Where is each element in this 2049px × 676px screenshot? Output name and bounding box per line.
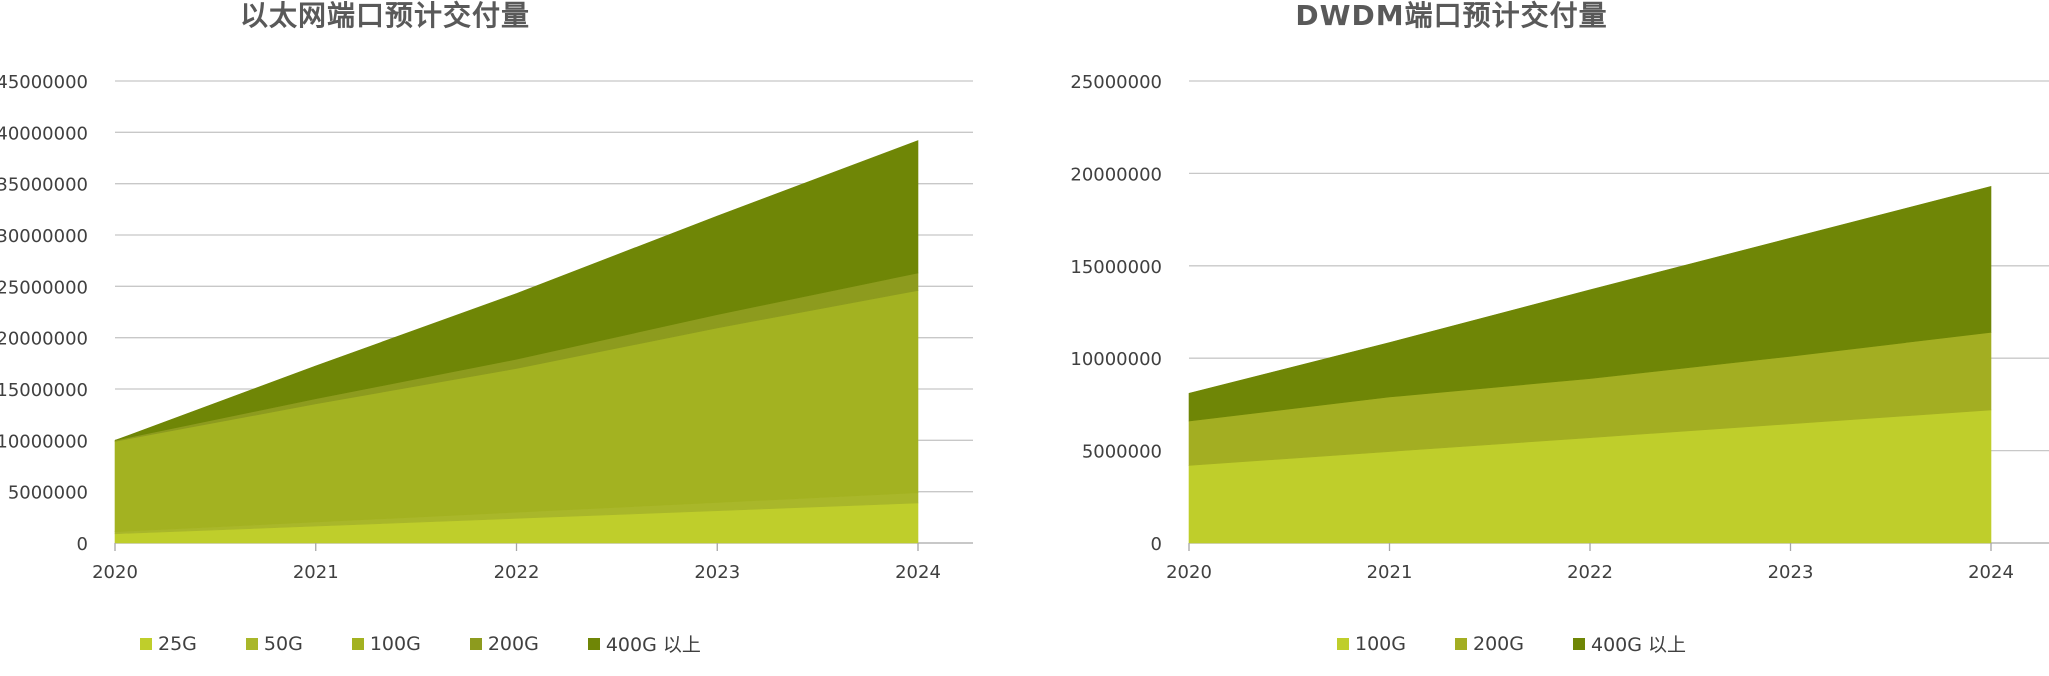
dwdm-chart-legend-swatch — [1573, 637, 1585, 650]
ethernet-chart-legend-swatch — [245, 637, 258, 650]
ethernet-chart-y-tick-label: 5000000 — [8, 483, 88, 504]
dwdm-chart-title: DWDM端口预计交付量 — [1295, 0, 1608, 32]
ethernet-chart-x-tick-label: 2022 — [494, 562, 540, 583]
dwdm-chart-x-tick-label: 2023 — [1768, 562, 1814, 583]
dwdm-chart-legend-item: 100G — [1337, 630, 1406, 657]
ethernet-chart-legend-swatch — [140, 637, 152, 650]
ethernet-chart-legend-item: 400G 以上 — [587, 630, 701, 657]
dwdm-chart-legend: 100G 200G 400G 以上 — [1337, 630, 1735, 657]
ethernet-chart-y-tick-label: 10000000 — [0, 431, 88, 452]
ethernet-chart-x-tick-label: 2020 — [92, 562, 138, 583]
dwdm-chart-x-tick-label: 2024 — [1968, 562, 2014, 583]
ethernet-chart-legend-label: 25G — [158, 632, 197, 655]
ethernet-chart-plot: 0 5000000 10000000 15000000 20000000 25000000… — [0, 72, 973, 583]
ethernet-chart-legend-label: 200G — [487, 632, 539, 655]
dwdm-chart-legend-label: 100G — [1355, 632, 1406, 655]
ethernet-chart-x-tick-label: 2023 — [694, 562, 740, 583]
ethernet-chart-legend-item: 50G — [245, 630, 303, 657]
ethernet-chart-legend-item: 200G — [469, 630, 539, 657]
ethernet-chart-title: 以太网端口预计交付量 — [239, 0, 530, 32]
dwdm-chart-x-tick-label: 2022 — [1567, 562, 1613, 583]
ethernet-chart-legend-label: 100G — [369, 632, 421, 655]
ethernet-chart-legend-swatch — [587, 637, 600, 650]
ethernet-chart-area-400G-以上 — [114, 140, 919, 441]
ethernet-chart-y-tick-label: 45000000 — [0, 72, 88, 93]
dwdm-chart-legend-item: 400G 以上 — [1573, 630, 1686, 657]
ethernet-chart-x-tick-label: 2021 — [293, 562, 339, 583]
dwdm-chart-plot: 0 5000000 10000000 15000000 20000000 25000000… — [1070, 72, 2049, 583]
ethernet-chart-y-tick-label: 15000000 — [0, 380, 88, 401]
ethernet-chart-y-tick-label: 30000000 — [0, 226, 88, 247]
ethernet-chart-y-tick-label: 20000000 — [0, 329, 88, 350]
ethernet-chart-legend-swatch — [351, 637, 364, 650]
dwdm-chart-legend-label: 400G 以上 — [1591, 634, 1687, 656]
dwdm-chart-y-tick-label: 5000000 — [1082, 442, 1162, 463]
ethernet-chart-legend-label: 400G 以上 — [605, 634, 701, 656]
ethernet-chart-x-tick-label: 2024 — [895, 562, 941, 583]
ethernet-chart-legend-swatch — [469, 637, 482, 650]
ethernet-chart-y-tick-label: 40000000 — [0, 123, 88, 144]
dwdm-chart-legend-swatch — [1455, 637, 1467, 650]
dwdm-chart-y-tick-label: 25000000 — [1070, 72, 1162, 93]
ethernet-chart-y-tick-label: 35000000 — [0, 175, 88, 196]
dwdm-chart-legend-label: 200G — [1473, 632, 1524, 655]
dwdm-chart-area-400G-以上 — [1188, 185, 1992, 422]
ethernet-chart-y-tick-label: 25000000 — [0, 277, 88, 298]
dwdm-chart-y-tick-label: 20000000 — [1070, 164, 1162, 185]
ethernet-chart-panel: 以太网端口预计交付量 0 5000000 10000000 15000000 20000… — [0, 0, 1010, 676]
dwdm-chart-x-tick-label: 2020 — [1166, 562, 1212, 583]
ethernet-chart-legend: 25G 50G 100G 200G 400G 以上 — [140, 630, 750, 657]
dwdm-chart-x-tick-label: 2021 — [1367, 562, 1413, 583]
dwdm-chart-y-tick-label: 10000000 — [1070, 349, 1162, 370]
ethernet-chart-y-tick-label: 0 — [77, 534, 88, 555]
dwdm-chart-legend-item: 200G — [1455, 630, 1524, 657]
dwdm-chart-legend-swatch — [1337, 637, 1349, 650]
ethernet-chart-legend-item: 25G — [140, 630, 197, 657]
dwdm-chart-y-tick-label: 15000000 — [1070, 257, 1162, 278]
dwdm-chart-panel: DWDM端口预计交付量 0 5000000 10000000 15000000 2000… — [1010, 0, 2049, 676]
dwdm-chart-y-tick-label: 0 — [1151, 534, 1162, 555]
ethernet-chart-legend-item: 100G — [351, 630, 421, 657]
ethernet-chart-legend-label: 50G — [263, 632, 303, 655]
